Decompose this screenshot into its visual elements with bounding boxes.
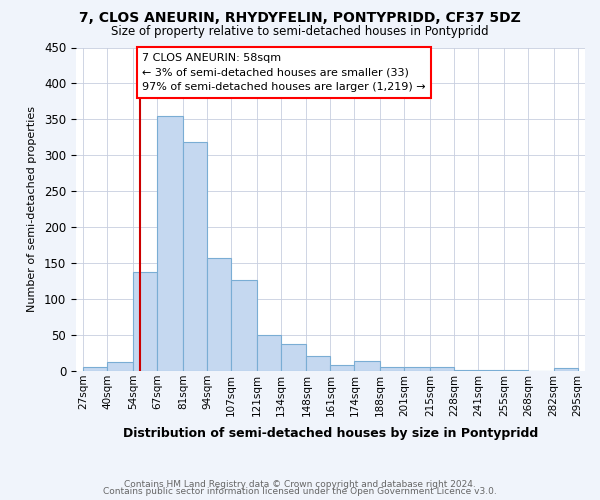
Bar bbox=[554, 368, 578, 371]
Bar bbox=[83, 366, 107, 371]
Bar bbox=[478, 370, 504, 371]
Bar bbox=[504, 370, 528, 371]
Bar bbox=[430, 366, 454, 371]
Bar bbox=[404, 368, 430, 371]
Text: 7 CLOS ANEURIN: 58sqm
← 3% of semi-detached houses are smaller (33)
97% of semi-: 7 CLOS ANEURIN: 58sqm ← 3% of semi-detac… bbox=[142, 52, 426, 92]
Text: 7, CLOS ANEURIN, RHYDYFELIN, PONTYPRIDD, CF37 5DZ: 7, CLOS ANEURIN, RHYDYFELIN, PONTYPRIDD,… bbox=[79, 12, 521, 26]
Bar bbox=[454, 370, 478, 371]
Bar bbox=[183, 142, 207, 371]
Bar bbox=[157, 116, 183, 371]
Text: Contains public sector information licensed under the Open Government Licence v3: Contains public sector information licen… bbox=[103, 488, 497, 496]
Y-axis label: Number of semi-detached properties: Number of semi-detached properties bbox=[27, 106, 37, 312]
Bar bbox=[133, 272, 157, 371]
Bar bbox=[355, 361, 380, 371]
X-axis label: Distribution of semi-detached houses by size in Pontypridd: Distribution of semi-detached houses by … bbox=[123, 427, 538, 440]
Bar bbox=[257, 335, 281, 371]
Bar bbox=[281, 344, 307, 371]
Text: Size of property relative to semi-detached houses in Pontypridd: Size of property relative to semi-detach… bbox=[111, 25, 489, 38]
Bar bbox=[331, 364, 355, 371]
Text: Contains HM Land Registry data © Crown copyright and database right 2024.: Contains HM Land Registry data © Crown c… bbox=[124, 480, 476, 489]
Bar bbox=[380, 366, 404, 371]
Bar bbox=[107, 362, 133, 371]
Bar bbox=[307, 356, 331, 371]
Bar bbox=[231, 280, 257, 371]
Bar bbox=[207, 258, 231, 371]
